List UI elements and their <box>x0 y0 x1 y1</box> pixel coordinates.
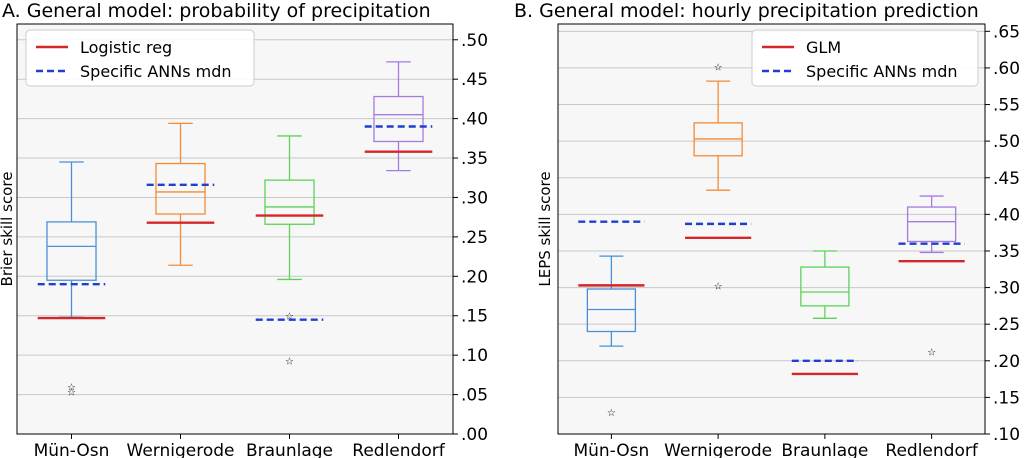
x-tick-label: Braunlage <box>246 441 333 458</box>
chart-title: A. General model: probability of precipi… <box>2 0 431 22</box>
box-m-n-osn: ☆ <box>586 255 637 419</box>
chart-title: B. General model: hourly precipitation p… <box>514 0 979 22</box>
y-tick-label: .45 <box>461 70 488 90</box>
panel-b: .10.15.20.25.30.35.40.45.50.55.60.65☆☆☆☆… <box>514 0 1020 458</box>
box-iqr <box>906 206 957 243</box>
x-tick-label: Redlendorf <box>352 441 445 458</box>
panel-a: .00.05.10.15.20.25.30.35.40.45.50☆☆☆☆Mün… <box>0 0 488 458</box>
box-braunlage: ☆☆ <box>264 135 315 368</box>
plot-background <box>558 24 985 434</box>
x-tick-label: Wernigerode <box>127 441 235 458</box>
legend: GLM Specific ANNs mdn <box>751 29 979 87</box>
outlier-marker: ☆ <box>607 408 616 419</box>
outlier-marker: ☆ <box>285 357 294 368</box>
y-tick-label: .15 <box>461 307 488 327</box>
legend-label: GLM <box>806 38 841 57</box>
y-tick-label: .35 <box>461 149 488 169</box>
box-iqr <box>373 95 424 143</box>
y-tick-label: .25 <box>461 228 488 248</box>
legend-label: Logistic reg <box>80 38 172 57</box>
x-tick-label: Redlendorf <box>885 441 978 458</box>
outlier-marker: ☆ <box>927 347 936 358</box>
box-m-n-osn: ☆☆ <box>46 161 97 398</box>
outlier-marker: ☆ <box>67 383 76 394</box>
y-tick-label: .00 <box>461 425 488 445</box>
y-tick-label: .30 <box>993 279 1020 299</box>
y-tick-label: .10 <box>993 425 1020 445</box>
x-tick-label: Mün-Osn <box>573 441 649 458</box>
box-redlendorf: ☆ <box>906 195 957 358</box>
box-wernigerode: ☆☆ <box>693 62 743 292</box>
y-tick-label: .35 <box>993 242 1020 262</box>
y-tick-label: .20 <box>993 352 1020 372</box>
y-axis-label: Brier skill score <box>0 172 16 287</box>
y-tick-label: .40 <box>461 110 488 130</box>
y-tick-label: .55 <box>993 96 1020 116</box>
y-tick-label: .45 <box>993 169 1020 189</box>
box-iqr <box>264 179 315 225</box>
outlier-marker: ☆ <box>714 281 723 292</box>
y-tick-label: .60 <box>993 59 1020 79</box>
plot-background <box>17 24 453 434</box>
box-iqr <box>46 221 97 281</box>
x-tick-label: Wernigerode <box>664 441 772 458</box>
plot-frame <box>16 23 454 435</box>
box-iqr <box>586 288 637 333</box>
y-tick-label: .40 <box>993 205 1020 225</box>
y-tick-label: .25 <box>993 315 1020 335</box>
y-tick-label: .10 <box>461 346 488 366</box>
legend-box <box>751 29 979 87</box>
y-tick-label: .50 <box>993 132 1020 152</box>
legend-box <box>25 29 255 87</box>
box-braunlage <box>800 250 850 319</box>
y-tick-label: .30 <box>461 188 488 208</box>
y-tick-label: .05 <box>461 386 488 406</box>
legend: Logistic reg Specific ANNs mdn <box>25 29 255 87</box>
y-tick-label: .15 <box>993 388 1020 408</box>
y-tick-label: .65 <box>993 22 1020 42</box>
x-tick-label: Mün-Osn <box>34 441 110 458</box>
box-iqr <box>800 266 850 307</box>
box-redlendorf <box>373 61 424 172</box>
legend-label: Specific ANNs mdn <box>80 62 232 81</box>
plot-frame <box>557 23 986 435</box>
y-tick-label: .20 <box>461 267 488 287</box>
box-wernigerode <box>155 122 206 266</box>
x-tick-label: Braunlage <box>781 441 868 458</box>
outlier-marker: ☆ <box>285 312 294 323</box>
y-tick-label: .50 <box>461 31 488 51</box>
box-iqr <box>155 162 206 215</box>
legend-label: Specific ANNs mdn <box>806 62 958 81</box>
y-axis-label: LEPS skill score <box>536 171 554 286</box>
outlier-marker: ☆ <box>714 62 723 73</box>
outlier-marker: ☆ <box>67 387 76 398</box>
